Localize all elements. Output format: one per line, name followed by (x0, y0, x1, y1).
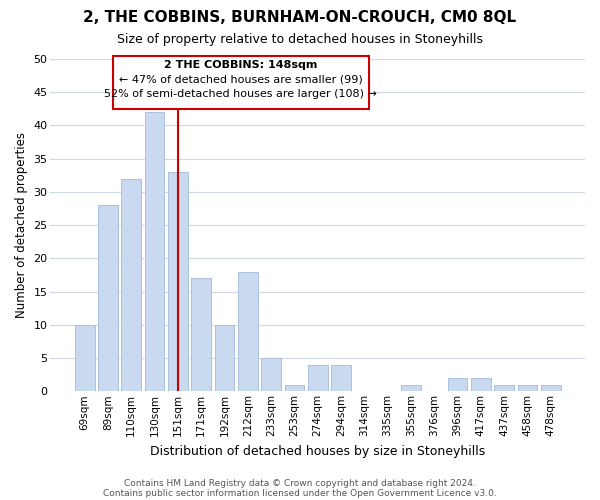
FancyBboxPatch shape (113, 56, 369, 109)
Bar (494, 384, 514, 392)
Text: Size of property relative to detached houses in Stoneyhills: Size of property relative to detached ho… (117, 32, 483, 46)
Bar (518, 384, 538, 392)
Bar (471, 378, 491, 392)
Text: 2 THE COBBINS: 148sqm: 2 THE COBBINS: 148sqm (164, 60, 317, 70)
Text: ← 47% of detached houses are smaller (99): ← 47% of detached houses are smaller (99… (119, 75, 362, 85)
Bar (448, 378, 467, 392)
X-axis label: Distribution of detached houses by size in Stoneyhills: Distribution of detached houses by size … (150, 444, 485, 458)
Bar (75, 325, 95, 392)
Bar (541, 384, 561, 392)
Text: 2, THE COBBINS, BURNHAM-ON-CROUCH, CM0 8QL: 2, THE COBBINS, BURNHAM-ON-CROUCH, CM0 8… (83, 10, 517, 25)
Bar (261, 358, 281, 392)
Bar (238, 272, 258, 392)
Bar (98, 205, 118, 392)
Y-axis label: Number of detached properties: Number of detached properties (15, 132, 28, 318)
Bar (331, 364, 351, 392)
Bar (401, 384, 421, 392)
Bar (121, 178, 141, 392)
Bar (215, 325, 235, 392)
Bar (145, 112, 164, 392)
Bar (284, 384, 304, 392)
Text: 52% of semi-detached houses are larger (108) →: 52% of semi-detached houses are larger (… (104, 89, 377, 99)
Bar (308, 364, 328, 392)
Text: Contains public sector information licensed under the Open Government Licence v3: Contains public sector information licen… (103, 488, 497, 498)
Bar (168, 172, 188, 392)
Bar (191, 278, 211, 392)
Text: Contains HM Land Registry data © Crown copyright and database right 2024.: Contains HM Land Registry data © Crown c… (124, 478, 476, 488)
